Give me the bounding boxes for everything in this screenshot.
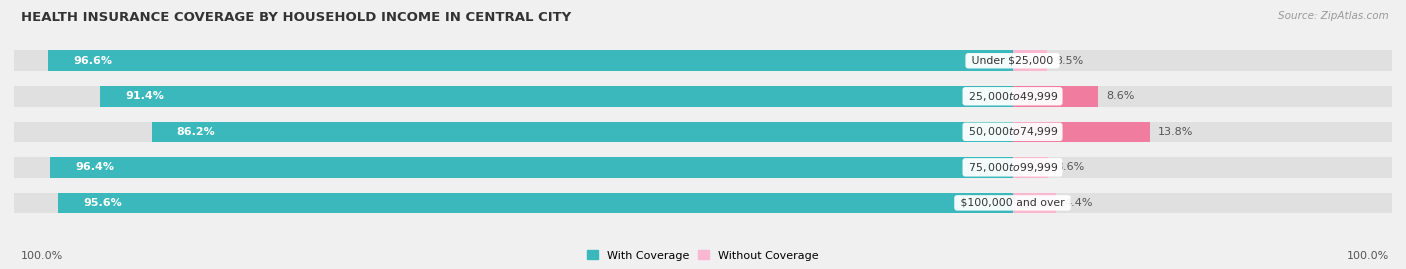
Text: 96.6%: 96.6% xyxy=(73,56,112,66)
Bar xyxy=(14,157,1392,178)
Text: HEALTH INSURANCE COVERAGE BY HOUSEHOLD INCOME IN CENTRAL CITY: HEALTH INSURANCE COVERAGE BY HOUSEHOLD I… xyxy=(21,11,571,24)
Text: $100,000 and over: $100,000 and over xyxy=(957,198,1069,208)
Bar xyxy=(1012,193,1056,213)
Bar xyxy=(14,193,1392,213)
Text: $50,000 to $74,999: $50,000 to $74,999 xyxy=(966,125,1060,138)
Text: $25,000 to $49,999: $25,000 to $49,999 xyxy=(966,90,1060,103)
Text: Source: ZipAtlas.com: Source: ZipAtlas.com xyxy=(1278,11,1389,21)
Bar xyxy=(51,157,1012,178)
Text: 4.4%: 4.4% xyxy=(1064,198,1092,208)
Text: 96.4%: 96.4% xyxy=(75,162,114,172)
Bar xyxy=(152,122,1012,142)
Text: 3.5%: 3.5% xyxy=(1056,56,1084,66)
Bar xyxy=(100,86,1012,107)
Text: 13.8%: 13.8% xyxy=(1159,127,1194,137)
Bar xyxy=(1012,122,1150,142)
Bar xyxy=(14,122,1392,142)
Text: 95.6%: 95.6% xyxy=(83,198,122,208)
Bar xyxy=(1012,157,1049,178)
Text: $75,000 to $99,999: $75,000 to $99,999 xyxy=(966,161,1060,174)
Text: 91.4%: 91.4% xyxy=(125,91,163,101)
Text: 86.2%: 86.2% xyxy=(177,127,215,137)
Text: 100.0%: 100.0% xyxy=(1347,251,1389,261)
Bar xyxy=(58,193,1012,213)
Bar xyxy=(14,86,1392,107)
Text: 3.6%: 3.6% xyxy=(1056,162,1084,172)
Legend: With Coverage, Without Coverage: With Coverage, Without Coverage xyxy=(588,250,818,261)
Bar xyxy=(48,51,1012,71)
Text: 8.6%: 8.6% xyxy=(1107,91,1135,101)
Text: Under $25,000: Under $25,000 xyxy=(969,56,1057,66)
Bar xyxy=(1012,86,1098,107)
Bar xyxy=(14,51,1392,71)
Text: 100.0%: 100.0% xyxy=(21,251,63,261)
Bar xyxy=(1012,51,1047,71)
